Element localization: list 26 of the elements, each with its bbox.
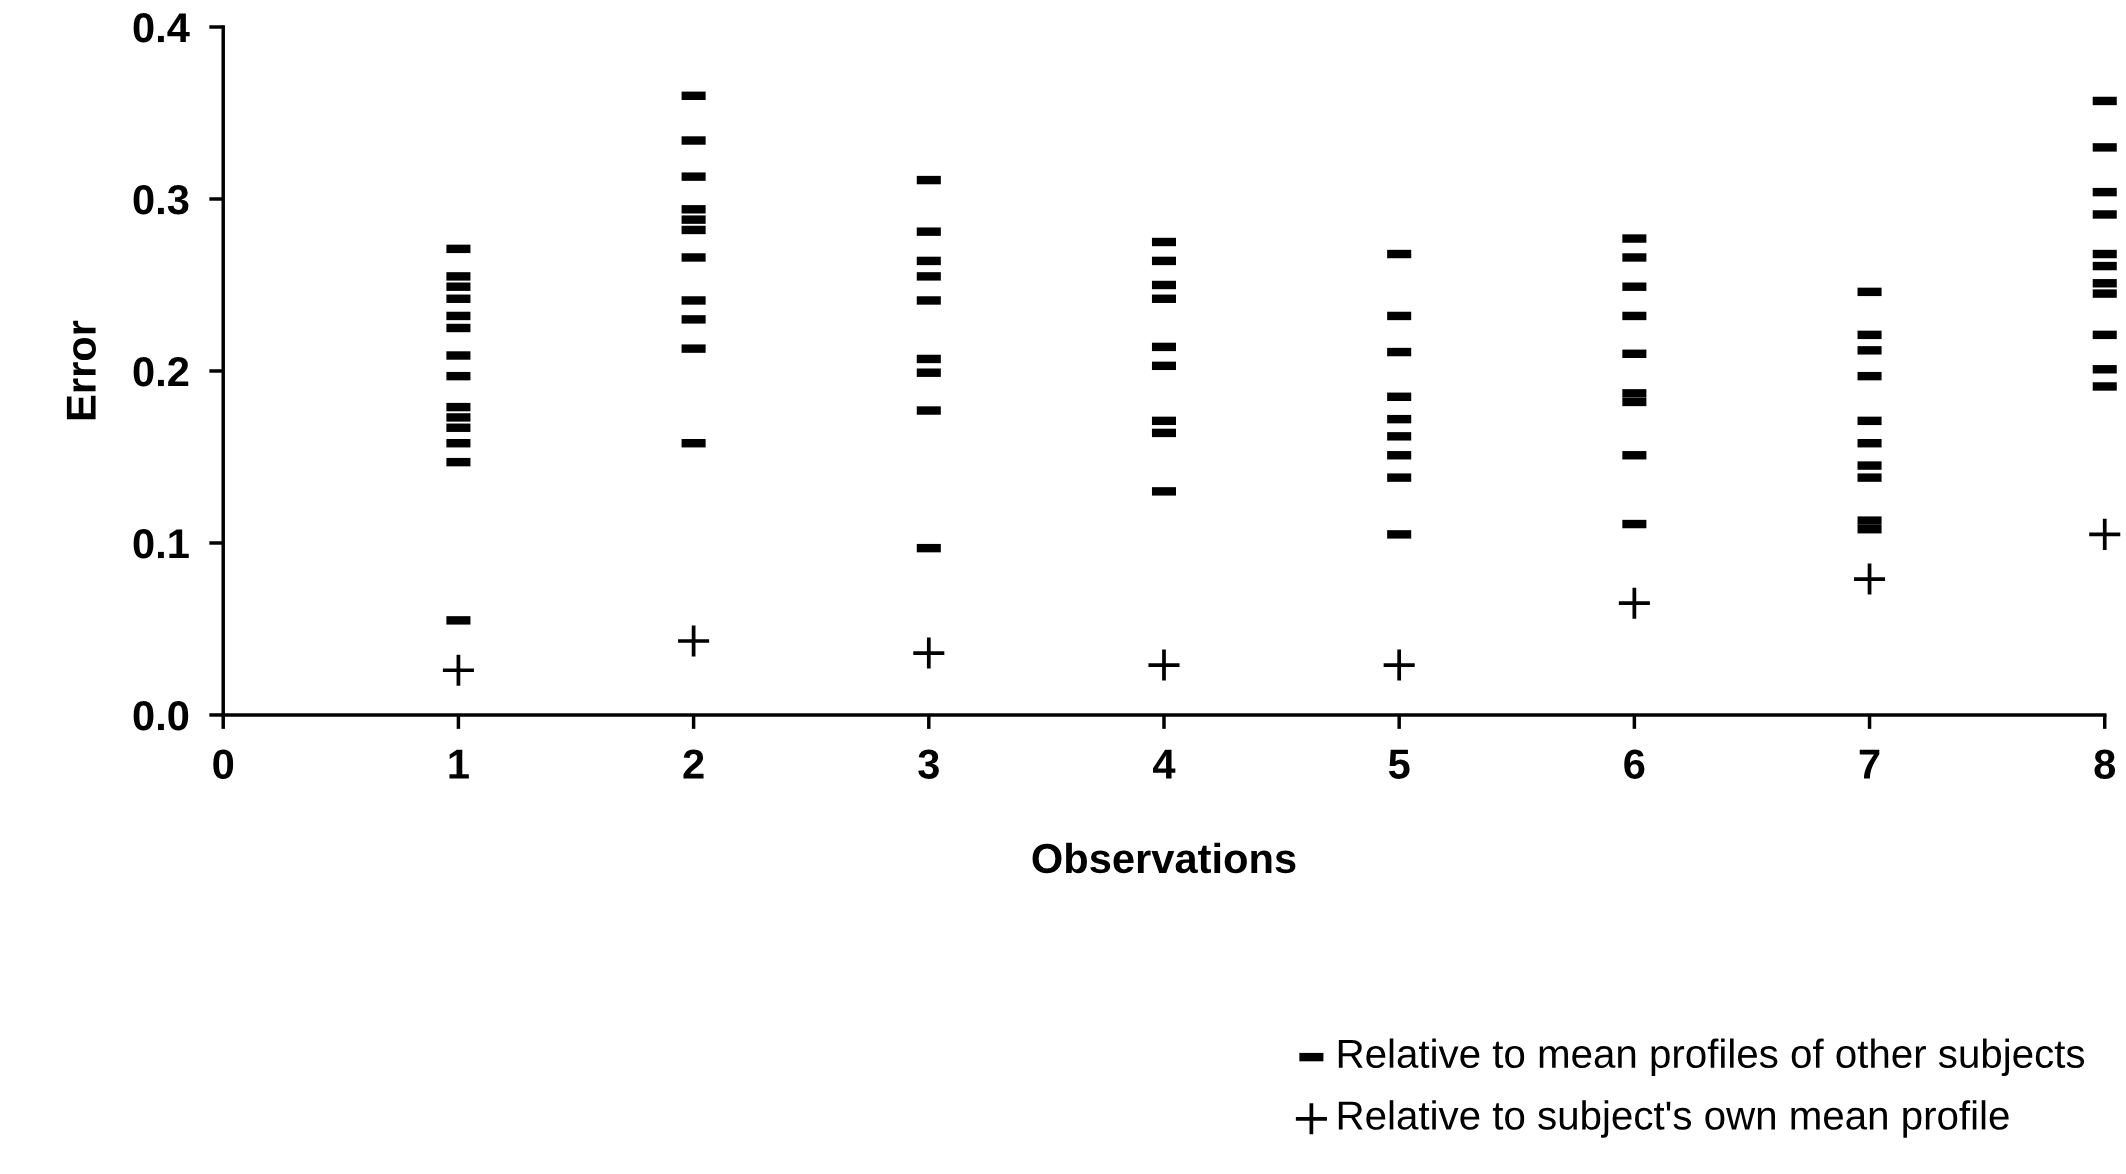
point [1854,563,1886,595]
y-tick-label: 0.1 [133,528,189,559]
y-tick-label: 0.0 [133,700,189,731]
y-tick-label: 0.3 [133,185,189,215]
y-axis-title: Error [66,320,96,420]
y-tick-label: 0.4 [133,13,190,43]
point [1148,649,1180,681]
point [678,625,710,657]
point [442,654,474,686]
x-tick-label: 3 [918,749,939,779]
x-axis-title: Observations [1032,842,1296,874]
x-tick-label: 7 [1859,749,1880,779]
x-tick-label: 8 [2094,749,2116,779]
x-tick-label: 0 [213,749,234,779]
legend-label: Relative to subject's own mean profile [1338,1100,2009,1138]
x-tick-label: 4 [1153,749,1176,779]
x-tick-label: 2 [683,749,704,779]
x-tick-label: 5 [1388,749,1410,779]
point [1383,649,1415,681]
point [1618,587,1650,619]
x-tick-label: 6 [1624,749,1645,779]
point [2089,518,2121,550]
legend-label: Relative to mean profiles of other subjects [1338,1038,2085,1077]
point [913,637,945,669]
y-tick-label: 0.2 [133,356,189,387]
x-tick-label: 1 [449,749,469,779]
